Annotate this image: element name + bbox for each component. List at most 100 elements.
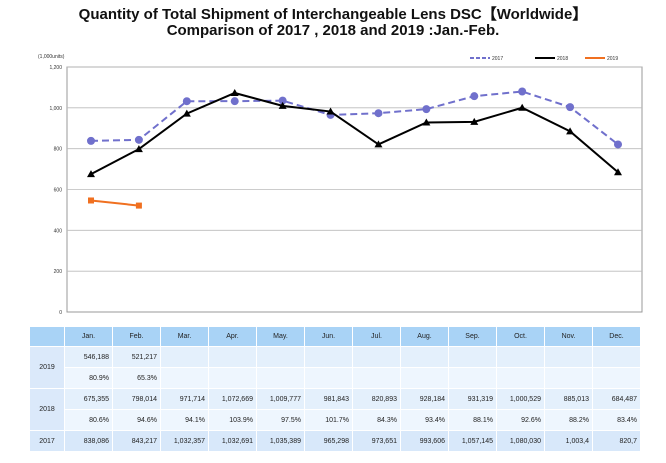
percent-cell: 84.3% [352, 409, 401, 431]
percent-cell [592, 367, 641, 389]
column-header: Feb. [112, 326, 161, 347]
column-header: Mar. [160, 326, 209, 347]
header-corner [29, 326, 65, 347]
value-cell: 1,035,389 [256, 430, 305, 452]
value-cell: 798,014 [112, 388, 161, 410]
y-tick-label: 1,000 [49, 106, 62, 112]
value-cell: 838,086 [64, 430, 113, 452]
data-point-2017 [278, 96, 287, 105]
y-tick-label: 0 [59, 310, 62, 316]
column-header: Sep. [448, 326, 497, 347]
value-cell: 1,080,030 [496, 430, 545, 452]
value-cell: 546,188 [64, 346, 113, 368]
line-chart: 0 200 400 600 800 1,000 1,200 (1,000units) 2017 2… [38, 54, 643, 316]
value-cell: 521,217 [112, 346, 161, 368]
percent-cell: 103.9% [208, 409, 257, 431]
legend-label-2019: 2019 [607, 56, 618, 62]
data-point-2018 [614, 168, 622, 176]
percent-cell [352, 367, 401, 389]
value-cell [496, 346, 545, 368]
percent-cell: 88.2% [544, 409, 593, 431]
value-cell: 928,184 [400, 388, 449, 410]
chart-title-line1: Quantity of Total Shipment of Interchang… [78, 6, 588, 23]
value-cell: 1,072,669 [208, 388, 257, 410]
percent-cell [208, 367, 257, 389]
percent-cell: 80.6% [64, 409, 113, 431]
y-tick-label: 1,200 [49, 65, 62, 71]
value-cell [160, 346, 209, 368]
data-point-2018 [326, 107, 335, 115]
value-cell: 1,003,4 [544, 430, 593, 452]
y-tick-label: 400 [54, 228, 63, 234]
value-cell [352, 346, 401, 368]
data-point-2018 [566, 127, 575, 135]
series-line-2017 [90, 90, 619, 146]
data-point-2019 [135, 202, 142, 209]
percent-cell [400, 367, 449, 389]
column-header: Oct. [496, 326, 545, 347]
table-row-percent: 80.9% 65.3% [30, 367, 641, 389]
data-point-2018 [422, 118, 431, 126]
y-tick-label: 200 [54, 269, 63, 275]
value-cell: 1,032,357 [160, 430, 209, 452]
y-axis-unit: (1,000units) [38, 54, 65, 60]
value-cell [256, 346, 305, 368]
value-cell: 981,843 [304, 388, 353, 410]
series-line-2018 [90, 91, 619, 175]
percent-cell [256, 367, 305, 389]
data-point-2017 [614, 140, 622, 149]
percent-cell [544, 367, 593, 389]
percent-cell: 92.6% [496, 409, 545, 431]
data-point-2018 [134, 145, 143, 153]
value-cell: 1,032,691 [208, 430, 257, 452]
percent-cell: 94.1% [160, 409, 209, 431]
value-cell: 965,298 [304, 430, 353, 452]
data-point-2017 [230, 97, 239, 106]
column-header: Jan. [64, 326, 113, 347]
table-row-percent: 80.6% 94.6% 94.1% 103.9% 97.5% 101.7% 84.3% 93.… [30, 409, 641, 431]
percent-cell: 94.6% [112, 409, 161, 431]
data-point-2018 [374, 140, 383, 148]
legend-label-2017: 2017 [492, 56, 503, 62]
data-table: Jan. Feb. Mar. Apr. May. Jun. Jul. Aug. Sep. Oct.… [29, 326, 641, 452]
percent-cell: 101.7% [304, 409, 353, 431]
value-cell: 843,217 [112, 430, 161, 452]
value-cell: 993,606 [400, 430, 449, 452]
chart-title-line2: Comparison of 2017 , 2018 and 2019 :Jan.… [166, 22, 500, 39]
data-point-2017 [470, 92, 479, 101]
y-tick-label: 600 [54, 188, 63, 194]
column-header: Dec. [592, 326, 641, 347]
data-point-2017 [374, 109, 383, 118]
value-cell: 675,355 [64, 388, 113, 410]
data-point-2018 [518, 103, 527, 111]
column-header: May. [256, 326, 305, 347]
data-point-2018 [230, 88, 239, 96]
value-cell [544, 346, 593, 368]
data-point-2017 [422, 105, 431, 114]
value-cell: 1,009,777 [256, 388, 305, 410]
value-cell [592, 346, 641, 368]
year-cell: 2017 [29, 430, 65, 452]
percent-cell: 80.9% [64, 367, 113, 389]
data-point-2017 [518, 87, 527, 96]
data-point-2017 [182, 97, 191, 106]
data-point-2019 [88, 197, 94, 204]
column-header: Apr. [208, 326, 257, 347]
table-row: 2017 838,086 843,217 1,032,357 1,032,691 1,03… [29, 430, 641, 452]
value-cell: 931,319 [448, 388, 497, 410]
value-cell: 684,487 [592, 388, 641, 410]
percent-cell: 88.1% [448, 409, 497, 431]
year-cell: 2018 [29, 388, 65, 431]
percent-cell: 93.4% [400, 409, 449, 431]
data-point-2018 [87, 170, 95, 178]
percent-cell [304, 367, 353, 389]
data-point-2018 [470, 117, 479, 125]
table-row: 2018 675,355 798,014 971,714 1,072,669 1,009,… [29, 388, 641, 431]
value-cell [400, 346, 449, 368]
data-point-2017 [87, 136, 95, 145]
percent-cell: 65.3% [112, 367, 161, 389]
percent-cell: 97.5% [256, 409, 305, 431]
percent-cell: 83.4% [592, 409, 641, 431]
data-point-2017 [134, 135, 143, 144]
value-cell [208, 346, 257, 368]
